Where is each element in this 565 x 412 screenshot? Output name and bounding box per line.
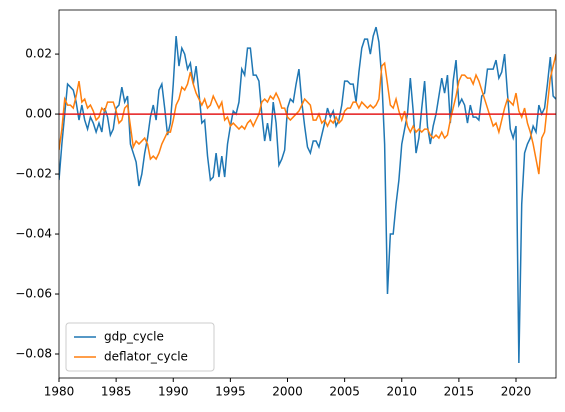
x-tick-label: 1990 [158, 385, 189, 399]
series-line [59, 53, 556, 175]
x-tick-label: 2020 [501, 385, 532, 399]
y-tick-label: 0.02 [25, 47, 52, 61]
y-tick-label: −0.06 [15, 287, 52, 301]
x-tick-label: 2000 [272, 385, 303, 399]
y-tick-label: −0.02 [15, 167, 52, 181]
x-tick-label: 1985 [101, 385, 132, 399]
y-tick-label: −0.08 [15, 347, 52, 361]
x-tick-label: 2005 [329, 385, 360, 399]
x-tick-label: 1980 [44, 385, 75, 399]
legend-box [65, 322, 215, 372]
legend-label: gdp_cycle [104, 330, 164, 344]
x-tick-label: 2015 [444, 385, 475, 399]
legend-label: deflator_cycle [104, 350, 188, 364]
x-tick-label: 2010 [386, 385, 417, 399]
y-tick-label: −0.04 [15, 227, 52, 241]
plot-frame [58, 9, 557, 379]
x-tick-label: 1995 [215, 385, 246, 399]
series-line [59, 26, 556, 364]
y-tick-label: 0.00 [25, 107, 52, 121]
